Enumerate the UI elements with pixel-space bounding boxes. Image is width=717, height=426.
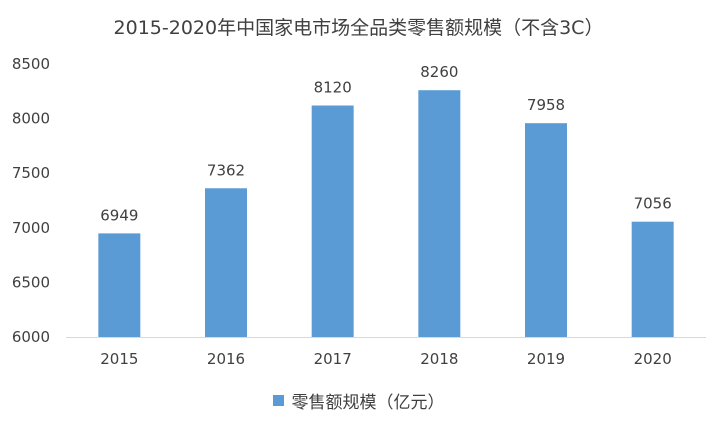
- bar-2018: [418, 90, 461, 337]
- bar-2017: [311, 105, 354, 337]
- x-tick-label-2020: 2020: [634, 350, 672, 368]
- y-tick-label-5: 8500: [12, 55, 50, 73]
- legend: 零售额规模（亿元）: [0, 388, 717, 413]
- y-tick-label-2: 7000: [12, 219, 50, 237]
- y-tick-label-3: 7500: [12, 164, 50, 182]
- legend-swatch: [272, 395, 284, 406]
- x-tick-label-2019: 2019: [527, 350, 565, 368]
- y-tick-label-1: 6500: [12, 273, 50, 291]
- data-label-2016: 7362: [207, 161, 245, 179]
- bar-2020: [631, 221, 674, 337]
- data-label-2015: 6949: [100, 206, 138, 224]
- bar-2016: [205, 188, 247, 337]
- x-tick-label-2016: 2016: [207, 350, 245, 368]
- bar-2015: [98, 233, 141, 337]
- data-label-2017: 8120: [314, 78, 352, 96]
- bar-2019: [525, 123, 567, 337]
- y-tick-label-4: 8000: [12, 110, 50, 128]
- data-label-2018: 8260: [420, 63, 458, 81]
- x-tick-label-2018: 2018: [420, 350, 458, 368]
- legend-label: 零售额规模（亿元）: [291, 393, 445, 413]
- data-label-2020: 7056: [634, 195, 672, 213]
- y-tick-label-0: 6000: [12, 328, 50, 346]
- data-label-2019: 7958: [527, 96, 565, 114]
- chart-title: 2015-2020年中国家电市场全品类零售额规模（不含3C）: [113, 17, 604, 39]
- x-tick-label-2017: 2017: [314, 350, 352, 368]
- x-tick-label-2015: 2015: [100, 350, 138, 368]
